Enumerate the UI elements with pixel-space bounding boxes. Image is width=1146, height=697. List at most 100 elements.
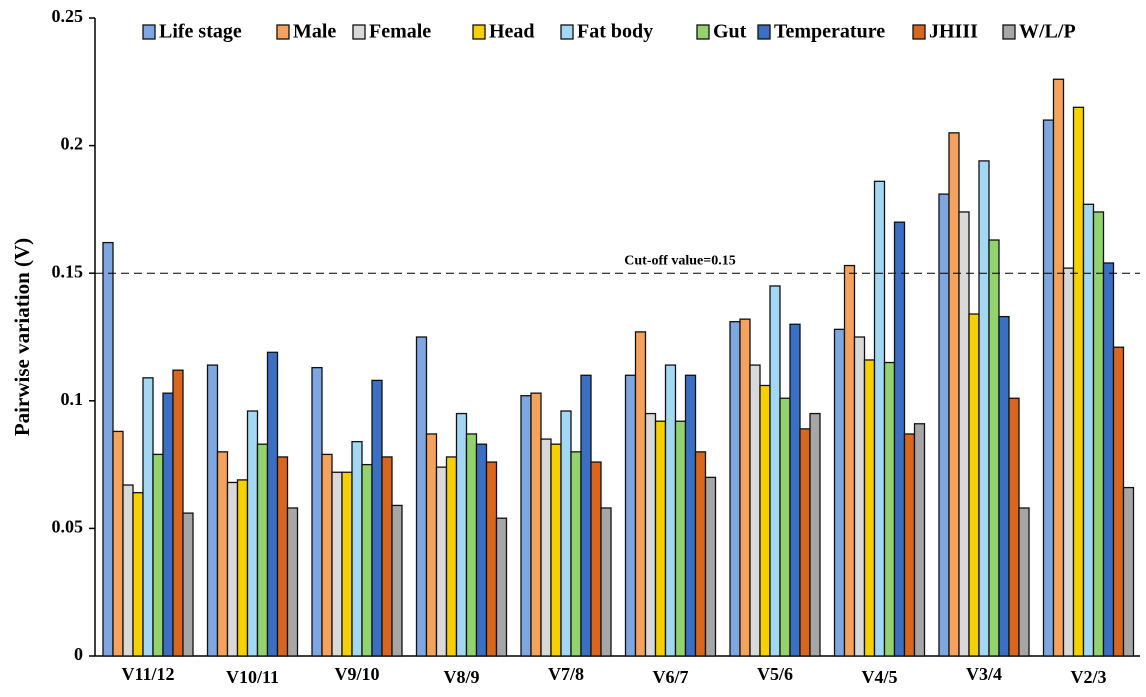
bar — [779, 397, 791, 657]
bar — [266, 351, 279, 657]
bar — [1072, 106, 1085, 657]
bar — [520, 395, 532, 657]
bar — [694, 451, 707, 657]
bar — [833, 328, 846, 657]
bar — [236, 479, 249, 657]
bar — [276, 456, 289, 657]
bar — [799, 428, 811, 657]
bar — [654, 420, 667, 657]
legend-label: Female — [369, 21, 431, 43]
legend-label: JHIII — [929, 21, 978, 43]
bar — [162, 392, 174, 657]
bar — [495, 517, 508, 657]
bar — [1092, 211, 1105, 657]
bar — [216, 451, 229, 657]
y-axis-label: Pairwise variation (V) — [10, 238, 34, 436]
bar — [152, 453, 164, 657]
bar — [445, 456, 458, 657]
bar — [948, 132, 960, 657]
bar — [341, 471, 353, 657]
bar — [182, 512, 194, 657]
cutoff-label: Cut-off value=0.15 — [624, 253, 735, 268]
bar — [1062, 267, 1075, 657]
bar — [465, 433, 478, 657]
x-tick-label: V11/12 — [121, 664, 174, 684]
y-tick-label: 0.2 — [61, 134, 84, 154]
bar — [729, 321, 741, 657]
y-tick-label: 0.25 — [52, 6, 84, 26]
bar — [580, 374, 592, 657]
bar — [1042, 119, 1055, 657]
legend-label: Head — [489, 21, 535, 43]
bar — [968, 313, 980, 657]
bar — [455, 412, 468, 657]
bar — [1082, 203, 1095, 657]
legend-label: Gut — [713, 21, 747, 43]
bar — [873, 180, 886, 657]
x-tick-label: V7/8 — [548, 664, 584, 684]
bar — [206, 364, 219, 657]
x-tick-label: V6/7 — [653, 667, 689, 687]
bar — [863, 359, 876, 657]
x-tick-label: V2/3 — [1071, 667, 1107, 687]
x-tick-label: V3/4 — [966, 664, 1002, 684]
bar — [112, 430, 124, 657]
bar — [391, 504, 403, 657]
y-tick-label: 0.15 — [52, 261, 84, 281]
legend-label: Fat body — [577, 21, 653, 43]
bar — [102, 241, 114, 657]
bar — [1052, 78, 1065, 657]
bar — [1122, 486, 1135, 657]
bar — [530, 392, 542, 657]
bar — [122, 484, 134, 657]
legend-swatch — [352, 24, 366, 40]
legend-swatch — [472, 24, 486, 40]
bar — [809, 412, 821, 657]
bar — [371, 379, 383, 657]
bar — [634, 331, 647, 657]
bar — [321, 453, 333, 657]
legend-label: Life stage — [159, 21, 242, 43]
x-tick-label: V9/10 — [335, 664, 380, 684]
bar — [1008, 397, 1020, 657]
bar — [684, 374, 697, 657]
bar — [381, 456, 393, 657]
bar — [938, 193, 950, 657]
bar — [893, 221, 906, 657]
bar — [256, 443, 269, 657]
bar — [570, 451, 582, 657]
legend-swatch — [696, 24, 710, 40]
bar — [958, 211, 970, 657]
bar — [624, 374, 637, 657]
y-tick-label: 0 — [74, 644, 83, 664]
bar — [226, 481, 239, 657]
bar — [843, 264, 856, 657]
bar — [550, 443, 562, 657]
legend-label: W/L/P — [1019, 21, 1076, 43]
bar — [425, 433, 438, 657]
bar — [351, 440, 363, 657]
bar — [664, 364, 677, 657]
legend-swatch — [1002, 24, 1016, 40]
bar — [988, 239, 1000, 657]
bar — [1112, 346, 1125, 657]
bar — [978, 160, 990, 657]
legend-swatch — [912, 24, 926, 40]
bar — [600, 507, 612, 657]
bar — [853, 336, 866, 657]
bar — [415, 336, 428, 657]
y-tick-label: 0.05 — [52, 517, 84, 537]
legend-swatch — [560, 24, 574, 40]
bar — [590, 461, 602, 657]
bar — [435, 466, 448, 657]
bar — [485, 461, 498, 657]
bar — [749, 364, 761, 657]
legend-swatch — [276, 24, 290, 40]
x-tick-label: V8/9 — [444, 667, 480, 687]
bar — [331, 471, 343, 657]
legend-label: Male — [293, 21, 336, 43]
bar — [475, 443, 488, 657]
x-tick-label: V4/5 — [862, 667, 898, 687]
bar — [769, 285, 781, 657]
